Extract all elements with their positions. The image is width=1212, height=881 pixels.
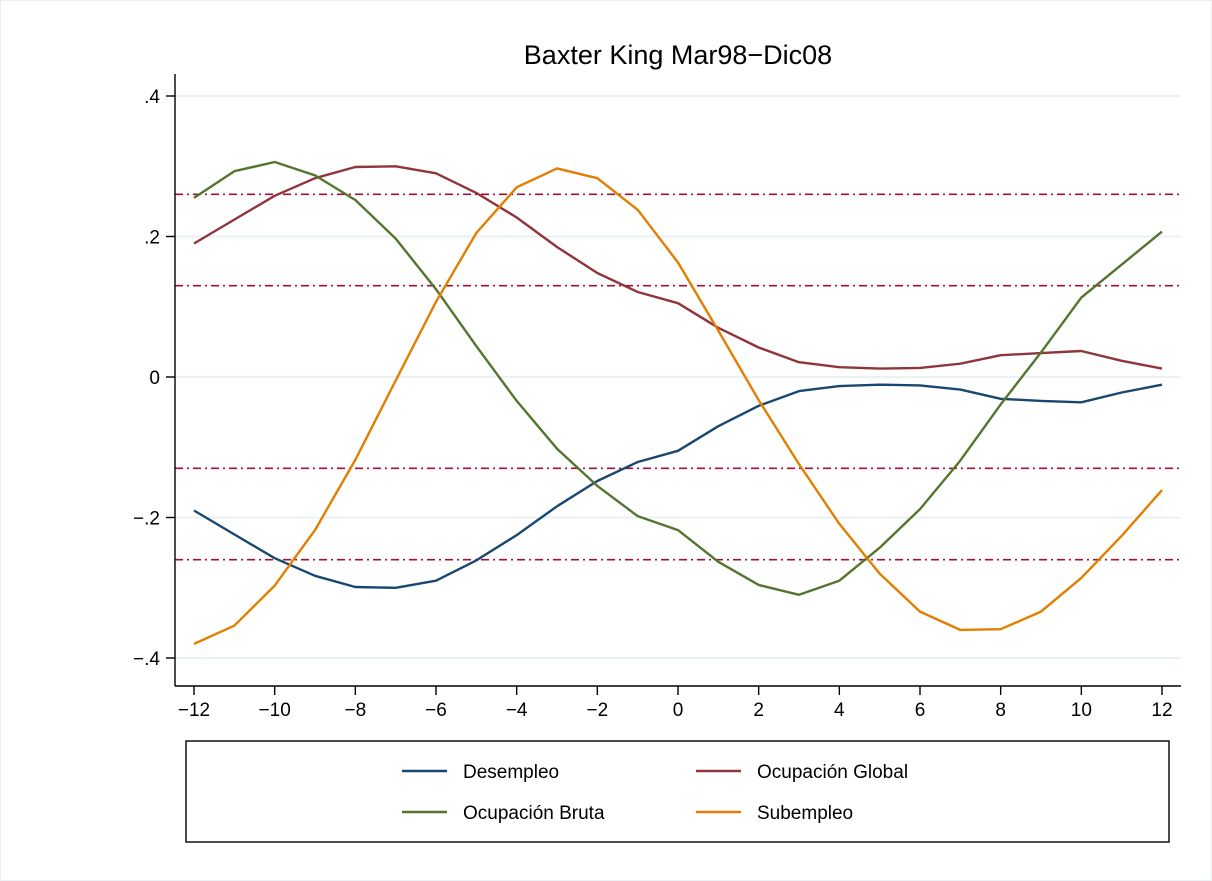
axes: −.4 −.2 0 .2 .4 −12 −10 −8 −6 −4 −2 0 2 4 6 8 10 12 <box>133 74 1181 721</box>
reference-lines <box>175 193 1181 561</box>
series-line-1 <box>193 383 1163 589</box>
x-tick-label: −6 <box>425 700 447 721</box>
y-tick-label: −.2 <box>133 509 160 530</box>
x-tick-label: 8 <box>995 700 1006 721</box>
y-tick-label: −.4 <box>133 649 160 670</box>
x-tick-label: −10 <box>259 700 291 721</box>
series-line-4 <box>193 167 1163 645</box>
x-tick-label: 2 <box>753 700 764 721</box>
legend-label-1: Desempleo <box>463 762 559 783</box>
legend-label-2: Ocupación Global <box>757 762 908 783</box>
x-tick-label: −4 <box>506 700 528 721</box>
y-tick-label: .2 <box>144 228 160 249</box>
series-line-3 <box>193 160 1163 596</box>
x-tick-label: 12 <box>1151 700 1172 721</box>
legend-label-3: Ocupación Bruta <box>463 803 605 824</box>
series-line-2 <box>193 165 1163 370</box>
chart-title: Baxter King Mar98−Dic08 <box>524 40 832 70</box>
grid-lines <box>175 95 1181 659</box>
x-tick-label: 10 <box>1071 700 1092 721</box>
x-tick-label: 0 <box>673 700 684 721</box>
x-tick-label: −8 <box>344 700 366 721</box>
legend-label-4: Subempleo <box>757 803 853 824</box>
y-tick-label: 0 <box>149 368 160 389</box>
x-tick-label: −2 <box>586 700 608 721</box>
legend: Desempleo Ocupación Global Ocupación Bruta… <box>185 740 1170 843</box>
y-tick-label: .4 <box>144 87 160 108</box>
x-tick-label: 4 <box>834 700 845 721</box>
x-tick-label: 6 <box>915 700 926 721</box>
x-tick-label: −12 <box>178 700 210 721</box>
legend-box <box>185 740 1170 843</box>
series-lines <box>193 160 1163 645</box>
